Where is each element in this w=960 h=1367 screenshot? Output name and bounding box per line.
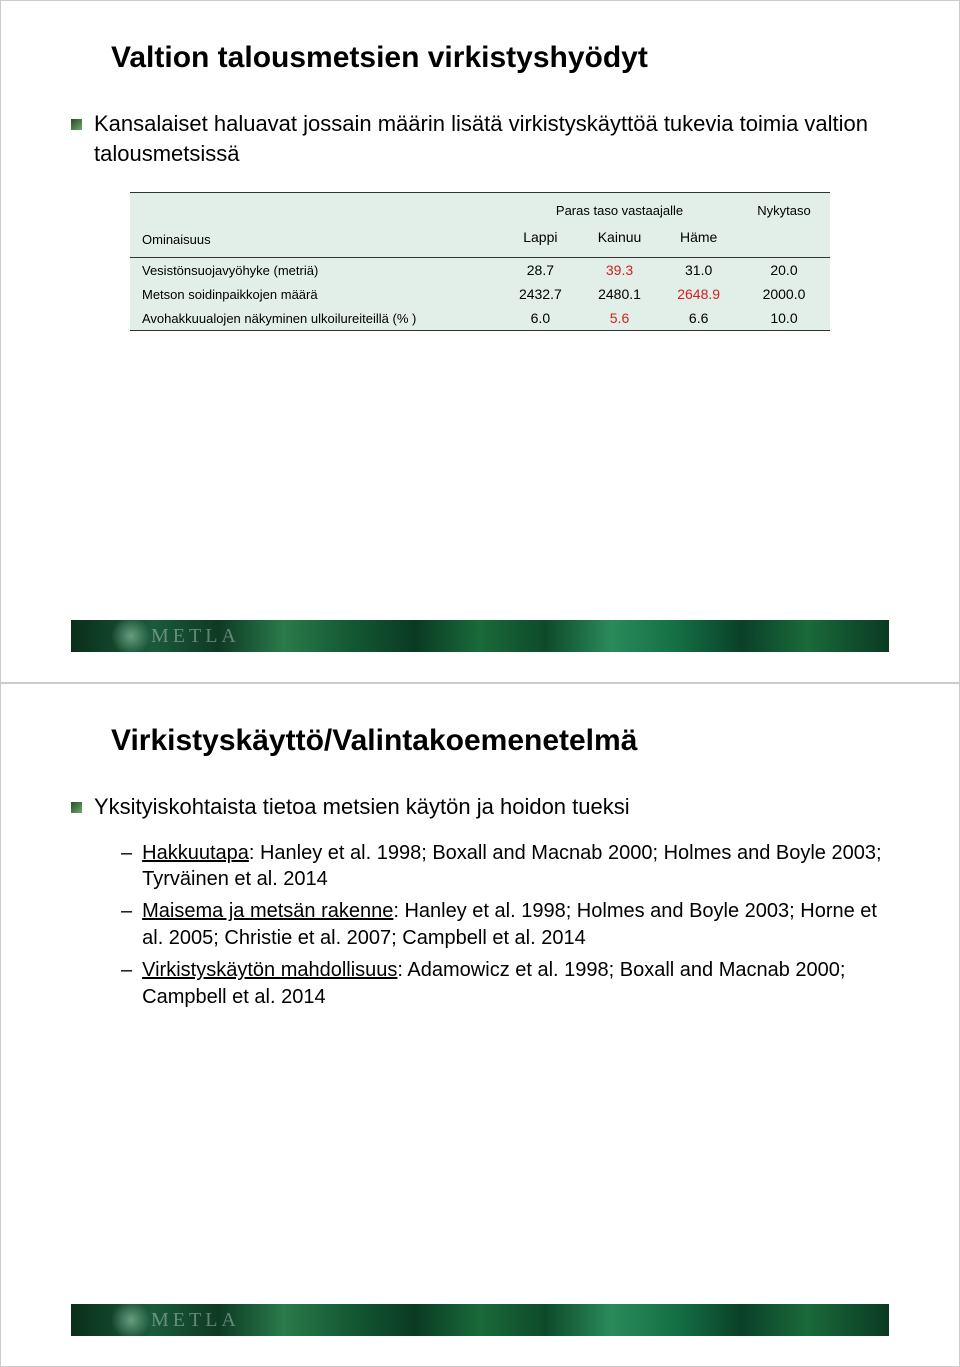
table-nykytaso-header: Nykytaso: [738, 193, 830, 223]
table-row-label: Metson soidinpaikkojen määrä: [130, 282, 501, 306]
sub-item-underline: Hakkuutapa: [142, 842, 249, 864]
table-body: Vesistönsuojavyöhyke (metriä)28.739.331.…: [130, 258, 830, 331]
banner-glow-icon: [111, 1300, 151, 1340]
table-cell-nykytaso: 20.0: [738, 258, 830, 283]
table-cell-nykytaso: 2000.0: [738, 282, 830, 306]
sub-list-item: –Maisema ja metsän rakenne: Hanley et al…: [121, 898, 889, 951]
sub-item-underline: Maisema ja metsän rakenne: [142, 900, 393, 922]
table-col-kainuu: Kainuu: [580, 222, 660, 258]
table-cell: 6.0: [501, 306, 580, 331]
dash-icon: –: [121, 898, 132, 924]
dash-icon: –: [121, 840, 132, 866]
slide1-table: Paras taso vastaajalle Nykytaso Ominaisu…: [130, 192, 830, 331]
bullet-icon: [71, 119, 82, 130]
slide2-sub-list: –Hakkuutapa: Hanley et al. 1998; Boxall …: [121, 840, 889, 1010]
table-group-header: Paras taso vastaajalle: [501, 193, 738, 223]
table-cell: 31.0: [659, 258, 738, 283]
slide2-bullet: Yksityiskohtaista tietoa metsien käytön …: [71, 792, 889, 822]
sub-item-underline: Virkistyskäytön mahdollisuus: [142, 959, 397, 981]
slide1-bullet: Kansalaiset haluavat jossain määrin lisä…: [71, 109, 889, 168]
slide2-bullet-text: Yksityiskohtaista tietoa metsien käytön …: [94, 792, 630, 822]
table-col-lappi: Lappi: [501, 222, 580, 258]
slide1-bullet-text: Kansalaiset haluavat jossain määrin lisä…: [94, 109, 889, 168]
banner-text: METLA: [151, 1309, 240, 1332]
table-cell: 6.6: [659, 306, 738, 331]
bullet-icon: [71, 802, 82, 813]
table-cell: 2648.9: [659, 282, 738, 306]
slide2-title: Virkistyskäyttö/Valintakoemenetelmä: [71, 724, 889, 758]
table-col-hame: Häme: [659, 222, 738, 258]
table-cell: 39.3: [580, 258, 660, 283]
table-row-label: Avohakkuualojen näkyminen ulkoilureiteil…: [130, 306, 501, 331]
sub-item-text: Hakkuutapa: Hanley et al. 1998; Boxall a…: [142, 840, 889, 893]
slide-1: Valtion talousmetsien virkistyshyödyt Ka…: [0, 0, 960, 683]
table-row: Avohakkuualojen näkyminen ulkoilureiteil…: [130, 306, 830, 331]
sub-list-item: –Hakkuutapa: Hanley et al. 1998; Boxall …: [121, 840, 889, 893]
table-cell-nykytaso: 10.0: [738, 306, 830, 331]
table-cell: 5.6: [580, 306, 660, 331]
table-row-label: Vesistönsuojavyöhyke (metriä): [130, 258, 501, 283]
footer-banner: METLA: [71, 1304, 889, 1336]
table-cell: 28.7: [501, 258, 580, 283]
table-cell: 2480.1: [580, 282, 660, 306]
table-attr-header: Ominaisuus: [130, 222, 501, 258]
sub-list-item: –Virkistyskäytön mahdollisuus: Adamowicz…: [121, 957, 889, 1010]
table-row: Vesistönsuojavyöhyke (metriä)28.739.331.…: [130, 258, 830, 283]
banner-text: METLA: [151, 625, 240, 648]
table-cell: 2432.7: [501, 282, 580, 306]
sub-item-rest: : Hanley et al. 1998; Boxall and Macnab …: [142, 842, 881, 890]
banner-glow-icon: [111, 616, 151, 656]
sub-item-text: Maisema ja metsän rakenne: Hanley et al.…: [142, 898, 889, 951]
dash-icon: –: [121, 957, 132, 983]
sub-item-text: Virkistyskäytön mahdollisuus: Adamowicz …: [142, 957, 889, 1010]
slide1-title: Valtion talousmetsien virkistyshyödyt: [71, 41, 889, 75]
footer-banner: METLA: [71, 620, 889, 652]
table-row: Metson soidinpaikkojen määrä2432.72480.1…: [130, 282, 830, 306]
slide-2: Virkistyskäyttö/Valintakoemenetelmä Yksi…: [0, 683, 960, 1367]
